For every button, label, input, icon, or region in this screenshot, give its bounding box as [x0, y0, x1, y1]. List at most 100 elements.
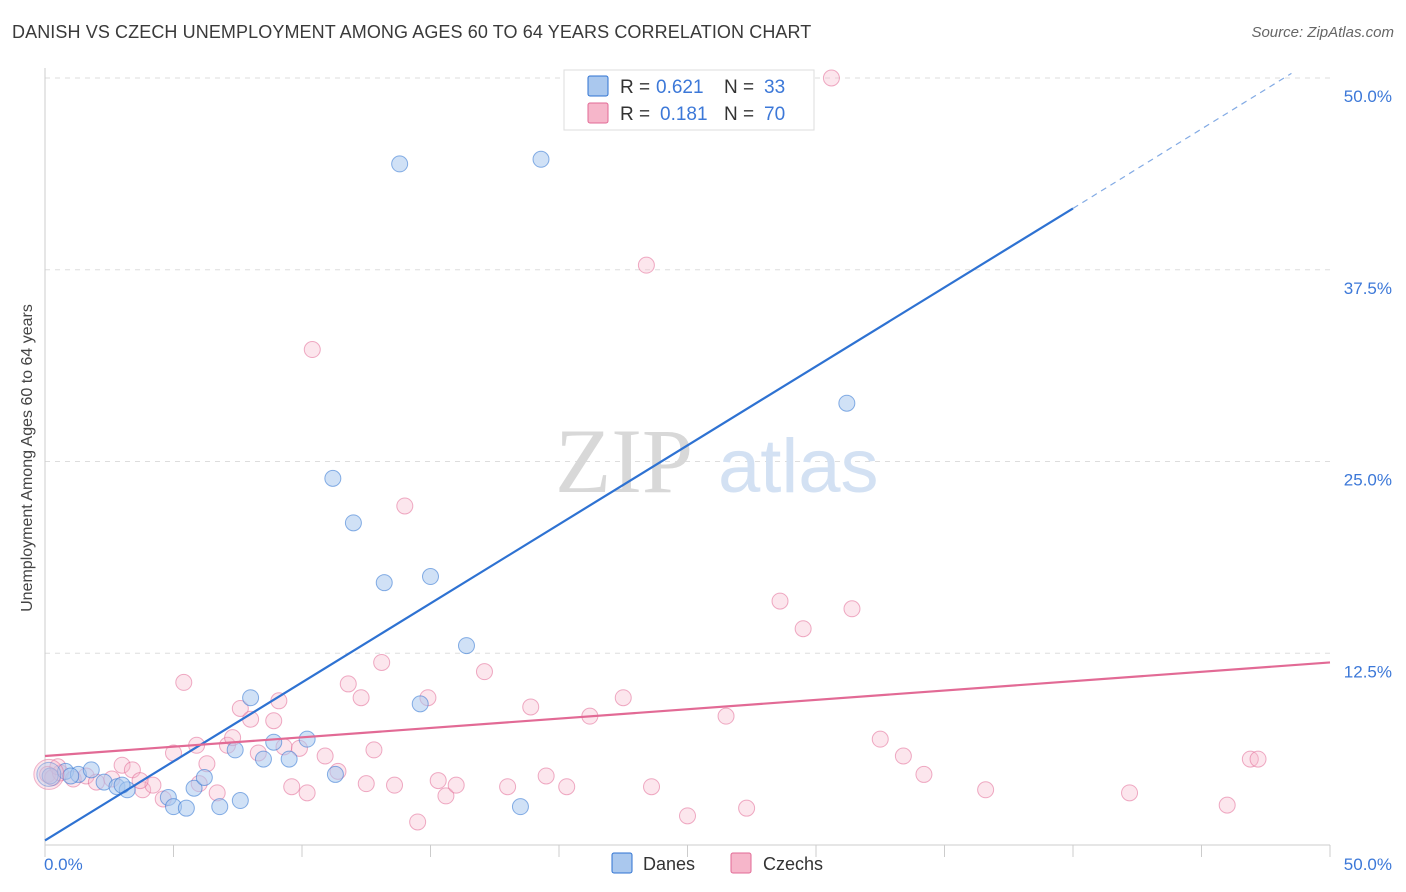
watermark: ZIP atlas — [555, 410, 879, 512]
czechs-point — [33, 758, 65, 790]
danes-point — [457, 637, 475, 655]
czechs-point — [977, 781, 995, 799]
danes-point — [254, 750, 272, 768]
czechs-point — [113, 756, 131, 774]
x-tick-label: 0.0% — [44, 855, 83, 874]
czechs-point — [499, 778, 517, 796]
danes-point — [411, 695, 429, 713]
data-points — [33, 69, 1267, 831]
czechs-point — [1218, 796, 1236, 814]
czechs-point — [352, 689, 370, 707]
bottom-legend-label-danes: Danes — [643, 854, 695, 874]
legend: R = 0.621 N = 33 R = 0.181 N = 70 — [563, 69, 815, 131]
danes-point — [298, 730, 316, 748]
danes-point — [838, 394, 856, 412]
bottom-legend: Danes Czechs — [611, 852, 823, 874]
czechs-point — [386, 776, 404, 794]
czechs-point — [316, 747, 334, 765]
danes-point — [36, 761, 62, 787]
czechs-point — [429, 772, 447, 790]
czechs-point — [298, 784, 316, 802]
y-tick-label: 25.0% — [1344, 471, 1392, 490]
danes-trend-line — [44, 207, 1074, 842]
bottom-legend-swatch-danes — [611, 852, 633, 874]
czechs-point — [208, 784, 226, 802]
danes-point — [62, 767, 80, 785]
legend-danes-n-label: N = — [724, 77, 754, 98]
czechs-point — [231, 699, 249, 717]
czechs-point — [871, 730, 889, 748]
czechs-point — [475, 663, 493, 681]
czechs-point — [522, 698, 540, 716]
danes-trend-extension — [1072, 72, 1292, 209]
czechs-point — [144, 776, 162, 794]
czechs-point — [637, 256, 655, 274]
czechs-point — [437, 787, 455, 805]
czechs-point — [1121, 784, 1139, 802]
danes-point — [41, 767, 59, 785]
y-tick-label: 50.0% — [1344, 87, 1392, 106]
danes-point — [226, 741, 244, 759]
source-label: Source: ZipAtlas.com — [1251, 24, 1394, 41]
czechs-point — [822, 69, 840, 87]
danes-point — [231, 792, 249, 810]
danes-point — [185, 779, 203, 797]
axes — [44, 68, 1331, 857]
tick-labels: 12.5% 25.0% 37.5% 50.0% 0.0% 50.0% — [44, 87, 1392, 874]
czechs-point — [396, 497, 414, 515]
danes-point — [326, 765, 344, 783]
bottom-legend-swatch-czechs — [730, 852, 752, 874]
czechs-trend-line — [44, 661, 1331, 758]
watermark-atlas: atlas — [718, 424, 879, 509]
legend-czechs-n-label: N = — [724, 104, 754, 125]
legend-danes-r-value: 0.621 — [656, 77, 704, 98]
y-tick-label: 37.5% — [1344, 279, 1392, 298]
danes-point — [511, 798, 529, 816]
czechs-point — [175, 673, 193, 691]
danes-point — [375, 574, 393, 592]
y-tick-label: 12.5% — [1344, 662, 1392, 681]
legend-swatch-czechs — [587, 102, 609, 124]
legend-swatch-danes — [587, 75, 609, 97]
bottom-legend-label-czechs: Czechs — [763, 854, 823, 874]
danes-point — [324, 469, 342, 487]
czechs-point — [537, 767, 555, 785]
czechs-point — [771, 592, 789, 610]
czechs-point — [447, 776, 465, 794]
danes-point — [280, 750, 298, 768]
chart-title: DANISH VS CZECH UNEMPLOYMENT AMONG AGES … — [12, 22, 812, 42]
watermark-zip: ZIP — [555, 410, 693, 512]
czechs-point — [894, 747, 912, 765]
czechs-point — [1249, 750, 1267, 768]
legend-czechs-r-label: R = — [620, 104, 650, 125]
legend-danes-r-label: R = — [620, 77, 650, 98]
danes-point — [391, 155, 409, 173]
czechs-point — [915, 765, 933, 783]
czechs-point — [373, 653, 391, 671]
czechs-point — [614, 689, 632, 707]
legend-czechs-n-value: 70 — [764, 104, 785, 125]
x-tick-label: 50.0% — [1344, 855, 1392, 874]
czechs-point — [303, 341, 321, 359]
czechs-point — [679, 807, 696, 825]
czechs-point — [558, 778, 576, 796]
danes-point — [344, 514, 362, 532]
czechs-point — [794, 620, 812, 638]
danes-point — [422, 568, 439, 586]
czechs-point — [365, 741, 383, 759]
danes-point — [242, 689, 260, 707]
legend-czechs-r-value: 0.181 — [660, 104, 708, 125]
czechs-point — [738, 799, 756, 817]
czechs-point — [339, 675, 357, 693]
czechs-point — [198, 755, 216, 773]
czechs-point — [265, 712, 283, 730]
czechs-point — [409, 813, 427, 831]
danes-point — [177, 799, 195, 817]
danes-point — [211, 798, 229, 816]
grid-lines — [45, 77, 1330, 654]
legend-danes-n-value: 33 — [764, 77, 785, 98]
czechs-point — [643, 778, 661, 796]
czechs-point — [717, 707, 735, 725]
danes-point — [265, 733, 283, 751]
